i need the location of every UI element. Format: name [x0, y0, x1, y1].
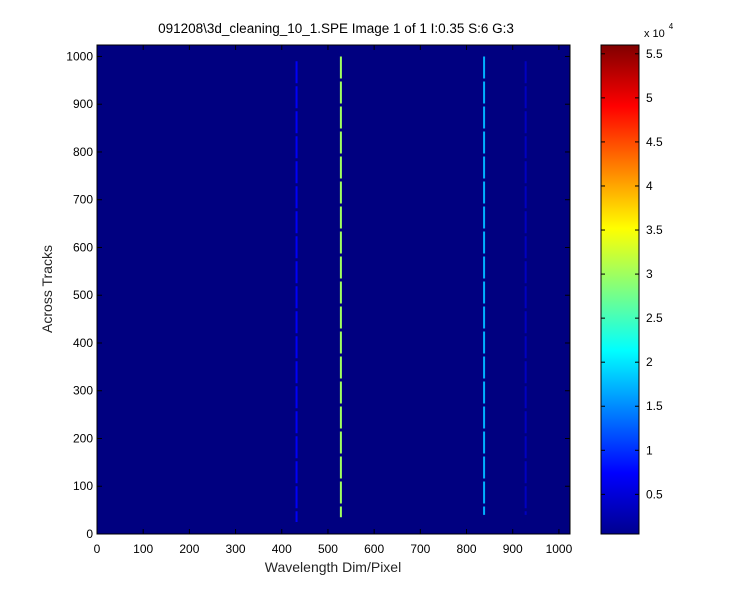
x-tick-label: 400 [272, 542, 292, 556]
x-tick-label: 900 [503, 542, 523, 556]
colorbar-tick-label: 3.5 [646, 223, 663, 237]
y-tick-label: 700 [73, 193, 93, 207]
y-tick-label: 800 [73, 145, 93, 159]
y-tick-label: 200 [73, 431, 93, 445]
y-tick-label: 400 [73, 336, 93, 350]
colorbar-tick-label: 4.5 [646, 135, 663, 149]
x-axis-ticks: 0 100 200 300 400 500 600 700 800 900 1000 [94, 45, 573, 556]
colorbar-multiplier-exponent: 4 [669, 22, 674, 31]
x-tick-label: 800 [457, 542, 477, 556]
x-tick-label: 700 [410, 542, 430, 556]
y-tick-label: 500 [73, 288, 93, 302]
colorbar-multiplier-base: x 10 [644, 28, 665, 40]
colorbar-tick-label: 5 [646, 91, 653, 105]
colorbar-tick-label: 1 [646, 443, 653, 457]
colorbar-tick-label: 2 [646, 355, 653, 369]
y-axis-ticks: 0 100 200 300 400 500 600 700 800 900 1000 [66, 49, 570, 541]
x-tick-label: 200 [179, 542, 199, 556]
colorbar-gradient [601, 45, 639, 534]
x-tick-label: 600 [364, 542, 384, 556]
colorbar-tick-label: 4 [646, 179, 653, 193]
colorbar-tick-label: 3 [646, 267, 653, 281]
colorbar-tick-label: 1.5 [646, 399, 663, 413]
x-tick-label: 0 [94, 542, 101, 556]
y-tick-label: 300 [73, 384, 93, 398]
y-tick-label: 0 [86, 527, 93, 541]
colorbar-ticks: 0.5 1 1.5 2 2.5 3 3.5 4 4.5 5 5.5 [601, 47, 663, 501]
heatmap-plot-area [96, 44, 571, 535]
colorbar-frame [600, 44, 640, 535]
y-axis-label: Across Tracks [39, 245, 55, 333]
x-tick-label: 1000 [546, 542, 573, 556]
x-tick-label: 300 [226, 542, 246, 556]
y-tick-label: 600 [73, 240, 93, 254]
y-tick-label: 1000 [66, 49, 93, 63]
plot-frame [96, 44, 571, 535]
colorbar-tick-label: 2.5 [646, 311, 663, 325]
spectral-lines [295, 56, 527, 523]
y-tick-label: 100 [73, 479, 93, 493]
x-tick-label: 500 [318, 542, 338, 556]
chart-title: 091208\3d_cleaning_10_1.SPE Image 1 of 1… [158, 21, 514, 36]
heatmap-background [97, 45, 570, 534]
x-tick-label: 100 [133, 542, 153, 556]
colorbar-tick-label: 5.5 [646, 47, 663, 61]
colorbar-tick-label: 0.5 [646, 487, 663, 501]
colorbar-multiplier: x 10 4 [644, 22, 674, 40]
y-tick-label: 900 [73, 97, 93, 111]
x-axis-label: Wavelength Dim/Pixel [265, 559, 401, 575]
colorbar: 0.5 1 1.5 2 2.5 3 3.5 4 4.5 5 5.5 x 10 4 [600, 22, 674, 535]
